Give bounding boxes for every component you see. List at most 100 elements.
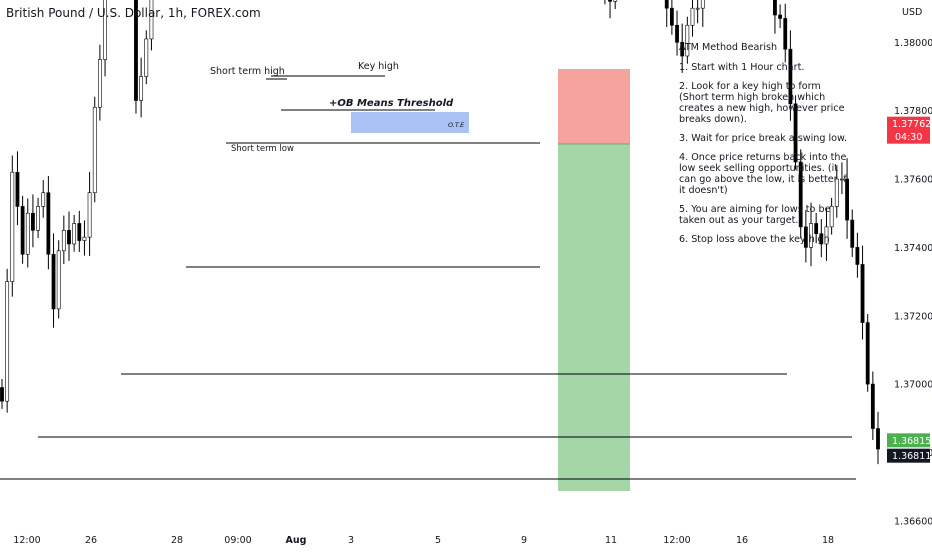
candle-body bbox=[814, 223, 819, 235]
notes-step: 6. Stop loss above the key high bbox=[679, 234, 830, 245]
candle-body bbox=[61, 230, 66, 252]
notes-title: ATM Method Bearish bbox=[679, 42, 778, 53]
candle bbox=[819, 219, 824, 258]
candle bbox=[149, 0, 154, 51]
candle-body bbox=[793, 103, 798, 163]
candle-body bbox=[685, 24, 690, 57]
candle bbox=[41, 180, 46, 218]
candle-body bbox=[613, 0, 618, 2]
short-term-high-label: Short term high bbox=[210, 66, 285, 77]
y-tick-label: 1.37000 bbox=[894, 380, 932, 391]
candle-body bbox=[850, 219, 855, 248]
y-tick-label: 1.38000 bbox=[894, 38, 932, 49]
candle-body bbox=[98, 59, 102, 108]
candle bbox=[865, 314, 870, 392]
candle bbox=[56, 240, 61, 319]
candle-body bbox=[67, 230, 71, 245]
candle-body bbox=[695, 7, 700, 10]
candle-body bbox=[675, 24, 679, 43]
candle-body bbox=[608, 0, 612, 2]
notes-step: 5. You are aiming for lows to be taken o… bbox=[679, 204, 831, 226]
candle bbox=[139, 57, 144, 118]
candle bbox=[680, 23, 685, 73]
y-tick-label: 1.37600 bbox=[894, 175, 932, 186]
candle-body bbox=[15, 171, 20, 207]
candle-body bbox=[664, 0, 669, 9]
candle bbox=[134, 0, 138, 114]
candle-body bbox=[778, 14, 782, 19]
candle bbox=[72, 214, 77, 252]
last-price-tag: 1.37762 04:30 bbox=[887, 116, 931, 144]
candle-body bbox=[690, 7, 695, 26]
price-tag-text: 1.37762 bbox=[892, 119, 931, 130]
candle-body bbox=[855, 247, 860, 265]
x-tick-label: 5 bbox=[435, 535, 441, 546]
candle bbox=[850, 209, 855, 257]
candle bbox=[870, 371, 875, 440]
x-tick-label: 12:00 bbox=[663, 535, 690, 546]
candle-body bbox=[840, 178, 844, 181]
candle bbox=[77, 210, 82, 252]
strategy-notes: ATM Method Bearish 1. Start with 1 Hour … bbox=[679, 42, 849, 253]
candle bbox=[798, 149, 803, 239]
candle bbox=[876, 411, 880, 465]
candle-body bbox=[5, 281, 10, 402]
candle bbox=[809, 202, 813, 267]
notes-step: 2. Look for a key high to form (Short te… bbox=[679, 81, 845, 125]
notes-step: 1. Start with 1 Hour chart. bbox=[679, 62, 805, 73]
candle-body bbox=[700, 0, 705, 9]
candle bbox=[82, 220, 87, 256]
candle bbox=[5, 268, 10, 413]
candle-body bbox=[31, 212, 35, 231]
candle bbox=[51, 233, 56, 328]
chart-title: British Pound / U.S. Dollar, 1h, FOREX.c… bbox=[6, 6, 261, 20]
candle bbox=[773, 0, 777, 34]
order-block-zone bbox=[351, 112, 469, 133]
candle bbox=[669, 0, 674, 35]
y-tick-label: 1.36600 bbox=[894, 516, 932, 527]
x-tick-label: 18 bbox=[822, 535, 834, 546]
candle-body bbox=[809, 223, 813, 248]
candle bbox=[788, 30, 793, 121]
candle bbox=[695, 0, 700, 24]
x-tick-label: 12:00 bbox=[13, 535, 40, 546]
candle-body bbox=[20, 206, 25, 255]
candle bbox=[0, 378, 4, 409]
candle bbox=[613, 0, 618, 10]
candle bbox=[700, 0, 705, 27]
notes-step: 3. Wait for price break a swing low. bbox=[679, 133, 848, 144]
target-price-tag: 1.36815 bbox=[887, 433, 931, 448]
candle bbox=[92, 96, 97, 203]
x-tick-label: 28 bbox=[171, 535, 183, 546]
candle bbox=[20, 195, 25, 264]
candle-body bbox=[56, 250, 61, 310]
candle bbox=[604, 0, 606, 5]
candle bbox=[36, 197, 40, 239]
candle-body bbox=[680, 42, 685, 57]
candle-body bbox=[870, 383, 875, 429]
candle bbox=[840, 162, 844, 195]
candle bbox=[103, 0, 107, 77]
candle bbox=[793, 95, 798, 170]
candle-body bbox=[92, 106, 97, 194]
candle-body bbox=[149, 0, 154, 40]
candle-body bbox=[783, 18, 788, 50]
target-zone bbox=[558, 144, 630, 491]
x-tick-label: 16 bbox=[736, 535, 748, 546]
x-tick-label: Aug bbox=[286, 535, 307, 546]
x-tick-label: 26 bbox=[85, 535, 97, 546]
candle bbox=[10, 155, 15, 297]
candle bbox=[824, 208, 829, 261]
candle bbox=[98, 44, 102, 121]
price-tag-text: 1.36815 bbox=[892, 436, 931, 447]
candle-body bbox=[72, 223, 77, 245]
candle-body bbox=[788, 48, 793, 105]
candle-body bbox=[51, 253, 56, 310]
candle-body bbox=[773, 0, 777, 16]
candle-body bbox=[669, 7, 674, 26]
candle bbox=[46, 175, 51, 270]
x-tick-label: 09:00 bbox=[224, 535, 251, 546]
price-tag-text: 1.36811 bbox=[892, 451, 931, 462]
